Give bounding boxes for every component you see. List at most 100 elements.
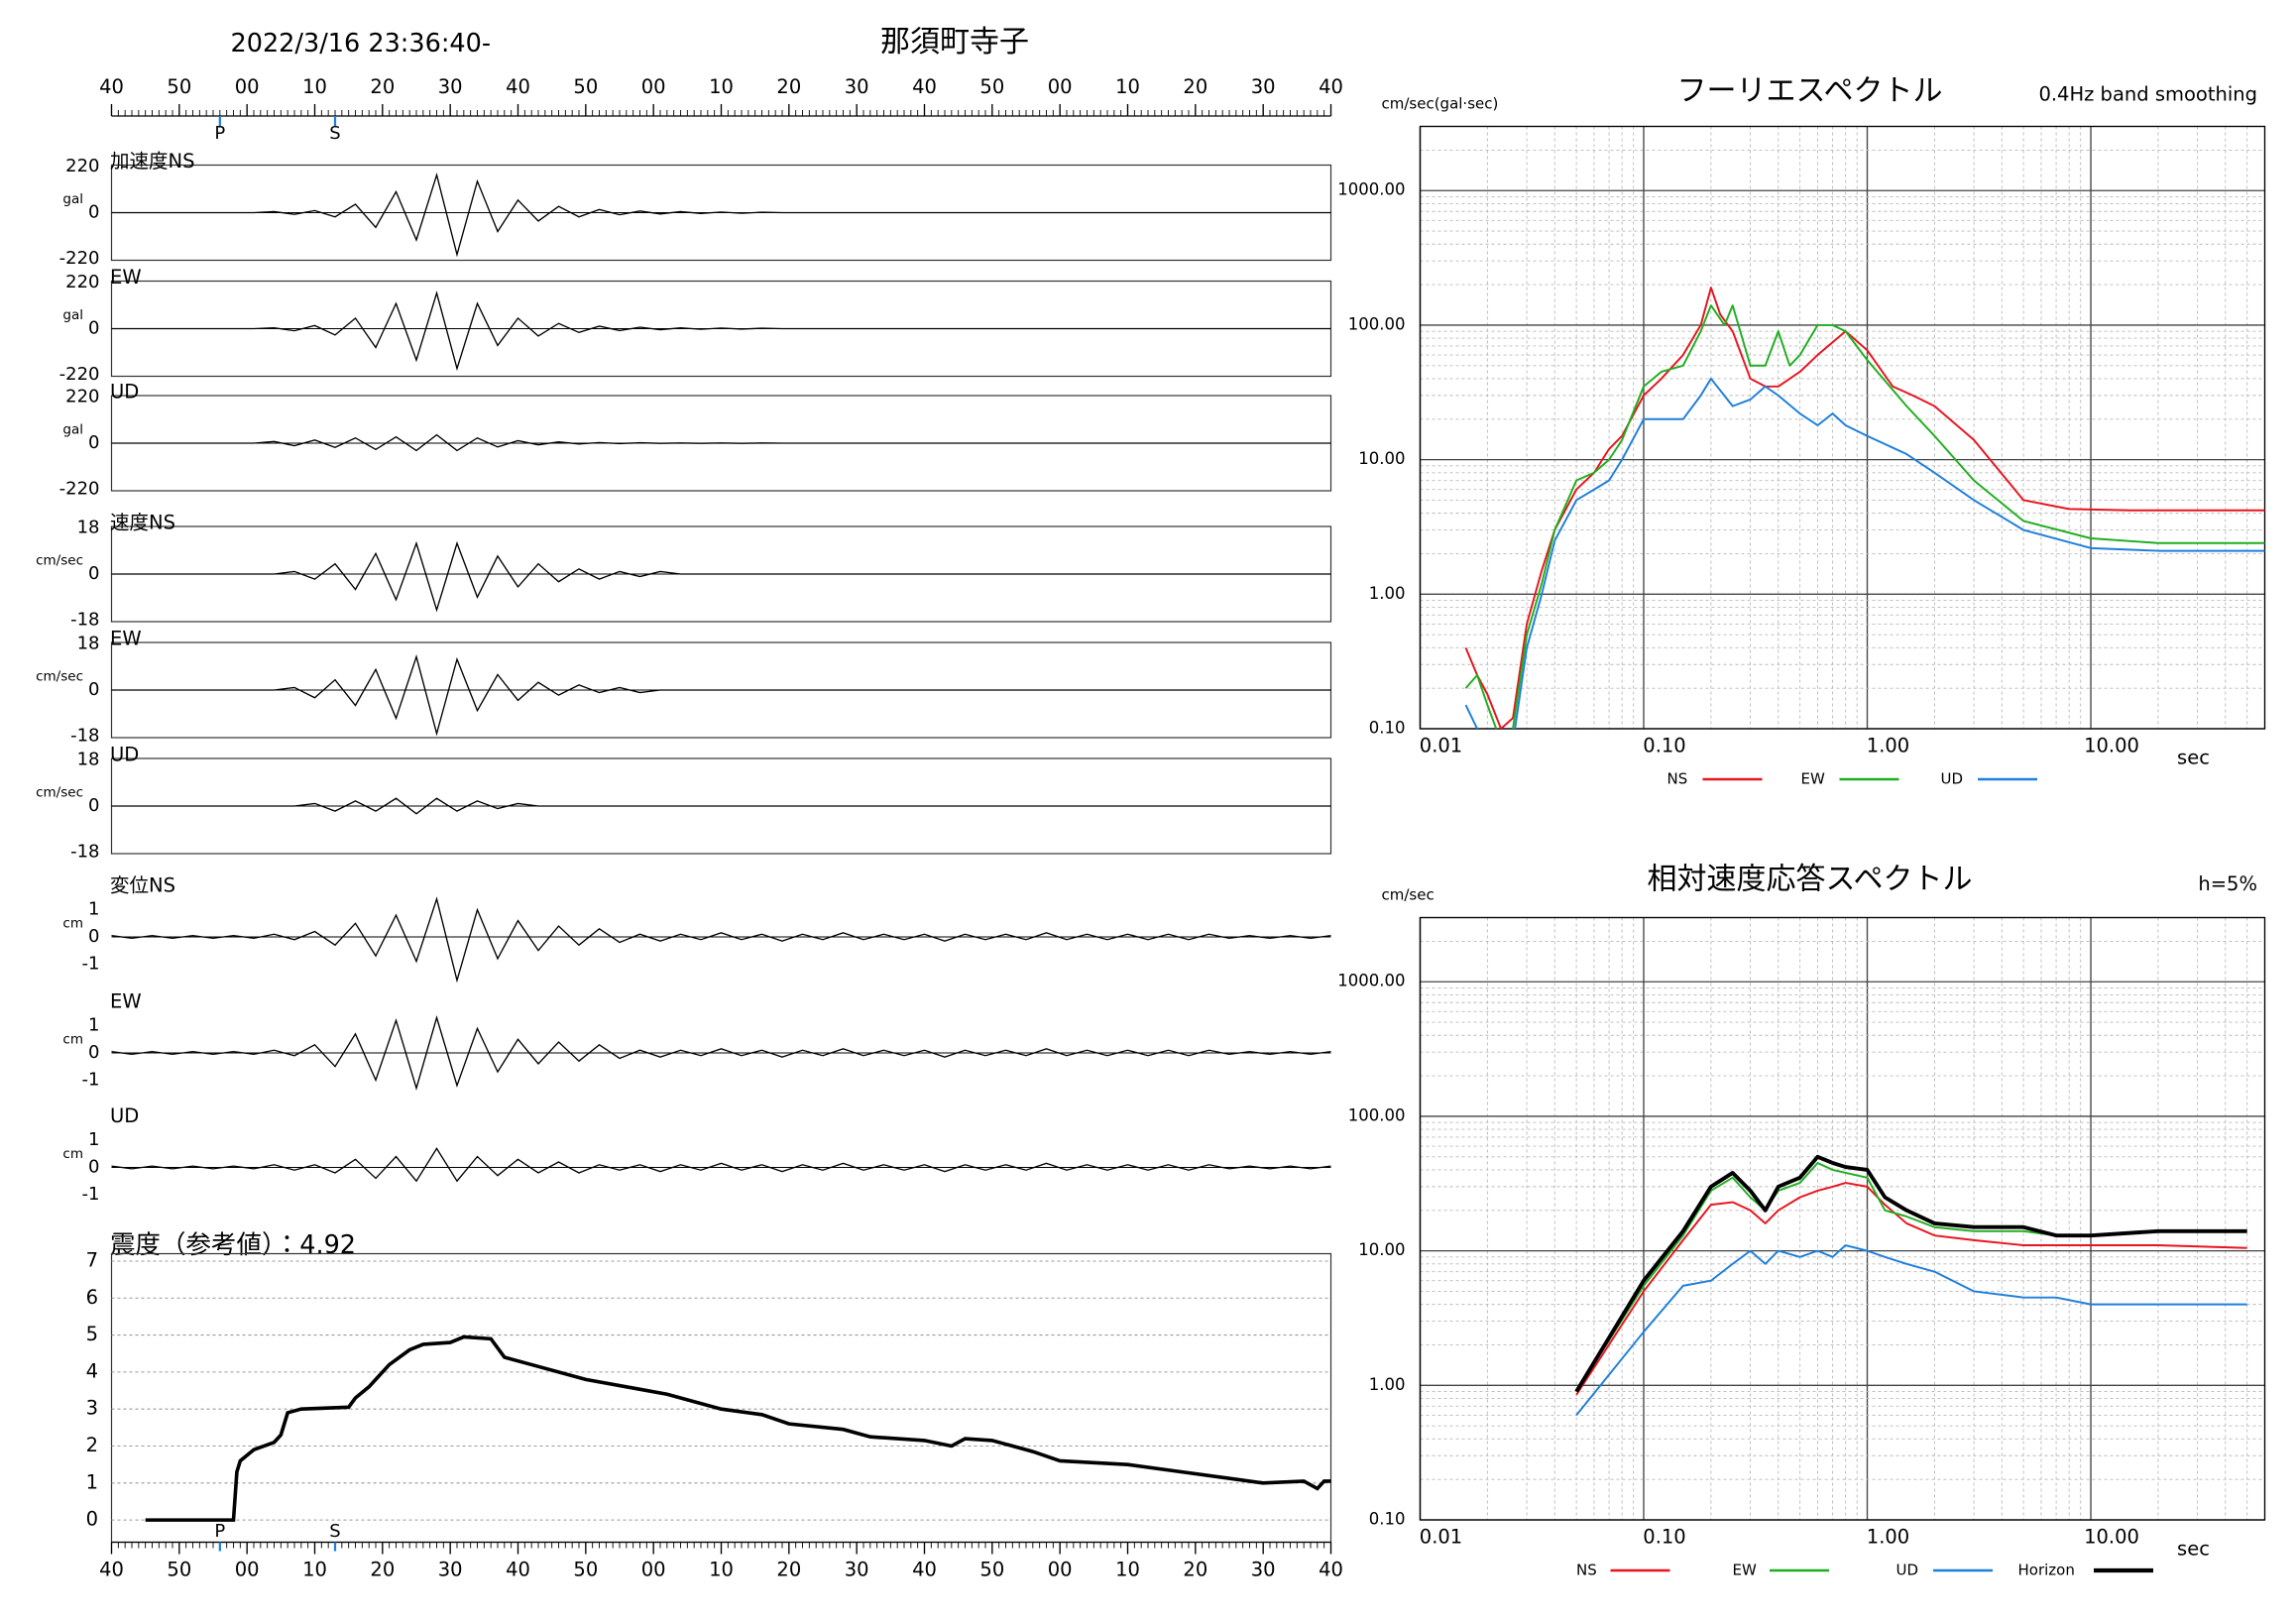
y-tick-label: 18 — [77, 518, 100, 538]
x-tick-label: 40 — [506, 75, 530, 98]
panel-label: UD — [110, 381, 139, 404]
chart-title: 震度（参考値）：4.92 — [110, 1230, 356, 1260]
series-line — [1464, 377, 2265, 730]
y-tick-label: 1 — [88, 1015, 99, 1036]
phase-label: P — [214, 1521, 225, 1542]
x-tick-label: 30 — [1251, 1559, 1276, 1581]
y-tick-label: -220 — [59, 479, 100, 500]
waveform — [111, 290, 1331, 372]
waveform — [111, 172, 1331, 258]
x-tick-label: 10 — [1115, 75, 1140, 98]
waveform — [111, 1015, 1331, 1091]
x-tick-label: 00 — [641, 75, 666, 98]
y-tick-label: -18 — [70, 842, 99, 863]
x-tick-label: 10 — [302, 75, 327, 98]
y-tick-label: -220 — [59, 364, 100, 385]
y-tick-label: -1 — [82, 1069, 100, 1090]
x-tick-label: 0.01 — [1420, 1526, 1462, 1549]
x-tick-label: 20 — [1183, 75, 1207, 98]
x-tick-label: 40 — [912, 1559, 937, 1581]
series-line — [1575, 1162, 2247, 1393]
x-tick-label: 10.00 — [2084, 735, 2139, 757]
x-tick-label: 40 — [99, 75, 124, 98]
unit-label: cm/sec — [36, 669, 83, 685]
x-tick-label: 20 — [370, 1559, 395, 1581]
y-tick-label: 0.10 — [1369, 719, 1406, 738]
y-tick-label: 1 — [86, 1470, 98, 1493]
x-tick-label: 50 — [979, 75, 1004, 98]
y-tick-label: 1000.00 — [1337, 972, 1405, 990]
legend-label: NS — [1667, 770, 1688, 788]
x-tick-label: 00 — [641, 1559, 666, 1581]
y-tick-label: 18 — [77, 634, 100, 654]
panel-label: 変位NS — [110, 874, 175, 897]
waveform — [111, 433, 1331, 452]
unit-label: cm/sec — [36, 553, 83, 569]
phase-label: P — [214, 123, 225, 144]
x-tick-label: 50 — [167, 1559, 191, 1581]
x-tick-label: 30 — [438, 75, 463, 98]
x-tick-label: 00 — [1048, 75, 1073, 98]
unit-label: cm — [62, 916, 83, 932]
unit-label: gal — [62, 191, 83, 207]
x-tick-label: 0.10 — [1643, 1526, 1685, 1549]
legend-label: EW — [1801, 770, 1825, 788]
y-tick-label: 0 — [88, 679, 99, 700]
waveform — [111, 797, 1331, 815]
panel-label: UD — [110, 1104, 139, 1127]
x-tick-label: 30 — [845, 75, 869, 98]
x-tick-label: 10.00 — [2084, 1526, 2139, 1549]
x-tick-label: 00 — [235, 1559, 260, 1581]
x-axis-label: sec — [2177, 1538, 2210, 1561]
y-tick-label: 0 — [88, 432, 99, 453]
legend-label: NS — [1576, 1562, 1597, 1579]
y-tick-label: 0 — [86, 1508, 98, 1531]
y-tick-label: 0 — [88, 202, 99, 223]
y-tick-label: 0 — [88, 1042, 99, 1063]
x-tick-label: 20 — [776, 75, 801, 98]
datetime: 2022/3/16 23:36:40- — [231, 29, 492, 58]
legend-label: Horizon — [2018, 1562, 2075, 1579]
y-tick-label: 10.00 — [1358, 1240, 1405, 1259]
y-tick-label: -18 — [70, 610, 99, 631]
x-tick-label: 40 — [912, 75, 937, 98]
station-title: 那須町寺子 — [880, 25, 1029, 59]
y-tick-label: -1 — [82, 953, 100, 974]
unit-label: cm — [62, 1146, 83, 1162]
unit-label: cm — [62, 1032, 83, 1048]
unit-label: gal — [62, 422, 83, 438]
panel-label: UD — [110, 744, 139, 766]
y-tick-label: 220 — [65, 272, 99, 292]
chart-title: フーリエスペクトル — [1677, 74, 1943, 109]
series-line — [1574, 1154, 2247, 1393]
y-tick-label: 4 — [86, 1359, 98, 1382]
chart-title: 相対速度応答スペクトル — [1648, 863, 1973, 897]
x-tick-label: 40 — [1319, 1559, 1343, 1581]
y-tick-label: 5 — [86, 1323, 98, 1345]
x-tick-label: 40 — [99, 1559, 124, 1581]
series-line — [1464, 287, 2265, 730]
panel-label: EW — [110, 990, 142, 1013]
waveform — [111, 1147, 1331, 1183]
y-tick-label: 100.00 — [1348, 314, 1406, 333]
plot-frame — [1419, 125, 2266, 730]
plot-area — [1464, 287, 2265, 730]
y-tick-label: 6 — [86, 1286, 98, 1309]
legend-label: UD — [1896, 1562, 1919, 1579]
y-tick-label: 0 — [88, 318, 99, 339]
y-tick-label: 1 — [88, 899, 99, 920]
y-tick-label: 100.00 — [1348, 1105, 1406, 1124]
x-tick-label: 30 — [438, 1559, 463, 1581]
y-tick-label: 10.00 — [1358, 449, 1405, 468]
y-axis-label: cm/sec(gal·sec) — [1382, 95, 1499, 113]
y-tick-label: -18 — [70, 726, 99, 747]
series-line — [1575, 1244, 2247, 1417]
x-tick-label: 50 — [573, 75, 598, 98]
intensity-line — [145, 1334, 1331, 1522]
x-tick-label: 40 — [506, 1559, 530, 1581]
x-tick-label: 10 — [709, 75, 734, 98]
x-tick-label: 20 — [370, 75, 395, 98]
